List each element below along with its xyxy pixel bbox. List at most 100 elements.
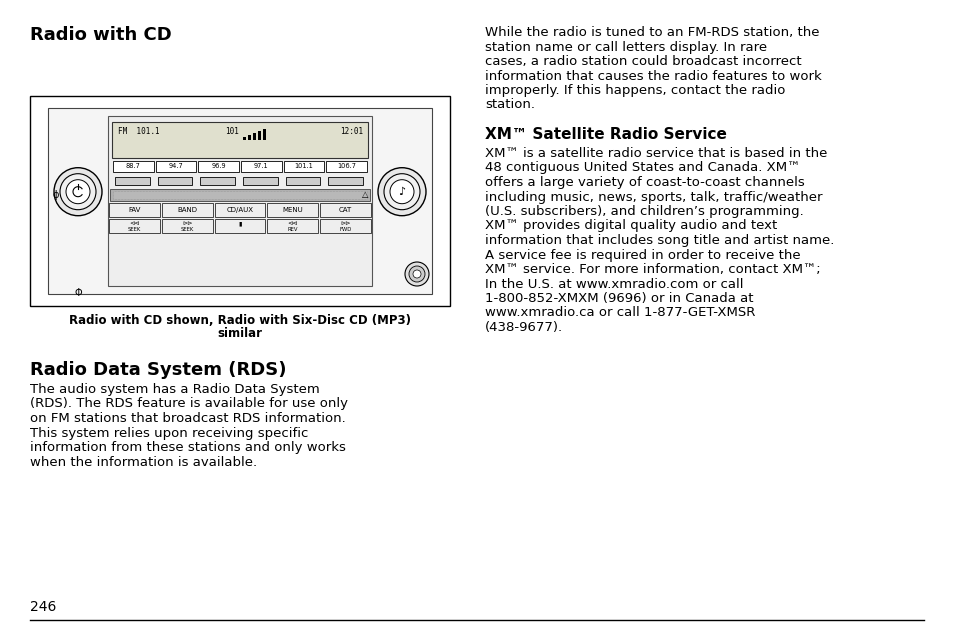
Bar <box>267 219 318 233</box>
Circle shape <box>384 174 419 210</box>
Bar <box>30 96 450 306</box>
Bar <box>112 161 153 172</box>
Bar <box>328 177 363 185</box>
Bar <box>115 177 150 185</box>
Text: ⊳⊳: ⊳⊳ <box>340 221 351 226</box>
Text: REV: REV <box>287 227 297 232</box>
Text: XM™ Satellite Radio Service: XM™ Satellite Radio Service <box>484 127 726 142</box>
Text: 88.7: 88.7 <box>126 163 141 170</box>
Circle shape <box>405 262 429 286</box>
Text: MENU: MENU <box>282 207 303 213</box>
Text: ϕ: ϕ <box>53 190 59 200</box>
Text: offers a large variety of coast-to-coast channels: offers a large variety of coast-to-coast… <box>484 176 804 189</box>
Text: (RDS). The RDS feature is available for use only: (RDS). The RDS feature is available for … <box>30 398 348 410</box>
Circle shape <box>409 266 424 282</box>
Text: XM™ service. For more information, contact XM™;: XM™ service. For more information, conta… <box>484 263 820 276</box>
Text: SEEK: SEEK <box>180 227 193 232</box>
Bar <box>48 108 432 294</box>
Text: 101.1: 101.1 <box>294 163 313 170</box>
Circle shape <box>413 270 420 278</box>
Text: ♪: ♪ <box>398 187 405 197</box>
Text: This system relies upon receiving specific: This system relies upon receiving specif… <box>30 427 308 439</box>
Text: when the information is available.: when the information is available. <box>30 455 257 469</box>
Bar <box>109 203 160 217</box>
Bar <box>320 219 371 233</box>
Text: improperly. If this happens, contact the radio: improperly. If this happens, contact the… <box>484 84 784 97</box>
Text: Radio with CD: Radio with CD <box>30 26 172 44</box>
Text: 101: 101 <box>224 127 238 136</box>
Text: (U.S. subscribers), and children’s programming.: (U.S. subscribers), and children’s progr… <box>484 205 803 218</box>
Text: In the U.S. at www.xmradio.com or call: In the U.S. at www.xmradio.com or call <box>484 277 742 291</box>
Text: Radio Data System (RDS): Radio Data System (RDS) <box>30 361 286 379</box>
Bar <box>326 161 367 172</box>
Text: XM™ provides digital quality audio and text: XM™ provides digital quality audio and t… <box>484 219 777 233</box>
Text: 246: 246 <box>30 600 56 614</box>
Text: A service fee is required in order to receive the: A service fee is required in order to re… <box>484 249 800 261</box>
Text: on FM stations that broadcast RDS information.: on FM stations that broadcast RDS inform… <box>30 412 345 425</box>
Text: 96.9: 96.9 <box>212 163 226 170</box>
Text: FAV: FAV <box>128 207 140 213</box>
Bar <box>285 177 320 185</box>
Bar <box>214 219 265 233</box>
Bar <box>320 203 371 217</box>
Circle shape <box>60 174 96 210</box>
Bar <box>200 177 234 185</box>
Text: ⊲⊲: ⊲⊲ <box>287 221 297 226</box>
Bar <box>241 161 281 172</box>
Bar <box>257 131 261 140</box>
Circle shape <box>66 180 90 204</box>
Text: www.xmradio.ca or call 1-877-GET-XMSR: www.xmradio.ca or call 1-877-GET-XMSR <box>484 307 755 319</box>
Text: BAND: BAND <box>177 207 197 213</box>
Text: Radio with CD shown, Radio with Six-Disc CD (MP3): Radio with CD shown, Radio with Six-Disc… <box>69 314 411 327</box>
Text: including music, news, sports, talk, traffic/weather: including music, news, sports, talk, tra… <box>484 191 821 204</box>
Circle shape <box>377 168 426 216</box>
Text: cases, a radio station could broadcast incorrect: cases, a radio station could broadcast i… <box>484 55 801 68</box>
Text: Φ: Φ <box>74 288 82 298</box>
Bar <box>112 191 367 199</box>
Bar <box>112 122 368 158</box>
Text: 94.7: 94.7 <box>169 163 183 170</box>
Text: station.: station. <box>484 99 535 111</box>
Bar <box>162 203 213 217</box>
Text: While the radio is tuned to an FM-RDS station, the: While the radio is tuned to an FM-RDS st… <box>484 26 819 39</box>
Circle shape <box>54 168 102 216</box>
Text: ⊲⊲: ⊲⊲ <box>129 221 139 226</box>
Text: 12:01: 12:01 <box>339 127 363 136</box>
Text: XM™ is a satellite radio service that is based in the: XM™ is a satellite radio service that is… <box>484 147 826 160</box>
Text: 106.7: 106.7 <box>336 163 355 170</box>
Text: △: △ <box>361 191 368 200</box>
Bar <box>155 161 196 172</box>
Bar <box>243 177 277 185</box>
Text: information that causes the radio features to work: information that causes the radio featur… <box>484 69 821 83</box>
Bar <box>157 177 193 185</box>
Text: 48 contiguous United States and Canada. XM™: 48 contiguous United States and Canada. … <box>484 162 800 174</box>
Bar <box>248 135 251 140</box>
Bar <box>253 133 255 140</box>
Text: ⊳⊳: ⊳⊳ <box>182 221 193 226</box>
Bar <box>109 219 160 233</box>
Text: 97.1: 97.1 <box>253 163 269 170</box>
Text: CAT: CAT <box>338 207 352 213</box>
Text: station name or call letters display. In rare: station name or call letters display. In… <box>484 41 766 53</box>
Text: FWD: FWD <box>339 227 352 232</box>
Text: The audio system has a Radio Data System: The audio system has a Radio Data System <box>30 383 319 396</box>
Text: (438-9677).: (438-9677). <box>484 321 562 334</box>
Text: information from these stations and only works: information from these stations and only… <box>30 441 346 454</box>
Bar <box>283 161 324 172</box>
Text: information that includes song title and artist name.: information that includes song title and… <box>484 234 834 247</box>
Bar <box>162 219 213 233</box>
Text: similar: similar <box>217 327 262 340</box>
Bar <box>242 137 246 140</box>
Circle shape <box>390 180 414 204</box>
Text: CD/AUX: CD/AUX <box>226 207 253 213</box>
Text: FM  101.1: FM 101.1 <box>118 127 159 136</box>
Bar <box>267 203 318 217</box>
Bar <box>108 116 372 286</box>
Bar <box>214 203 265 217</box>
Text: 1-800-852-XMXM (9696) or in Canada at: 1-800-852-XMXM (9696) or in Canada at <box>484 292 753 305</box>
Text: SEEK: SEEK <box>128 227 141 232</box>
Bar <box>198 161 239 172</box>
Bar <box>110 189 370 201</box>
Bar <box>262 129 266 140</box>
Text: ▮: ▮ <box>238 221 241 226</box>
